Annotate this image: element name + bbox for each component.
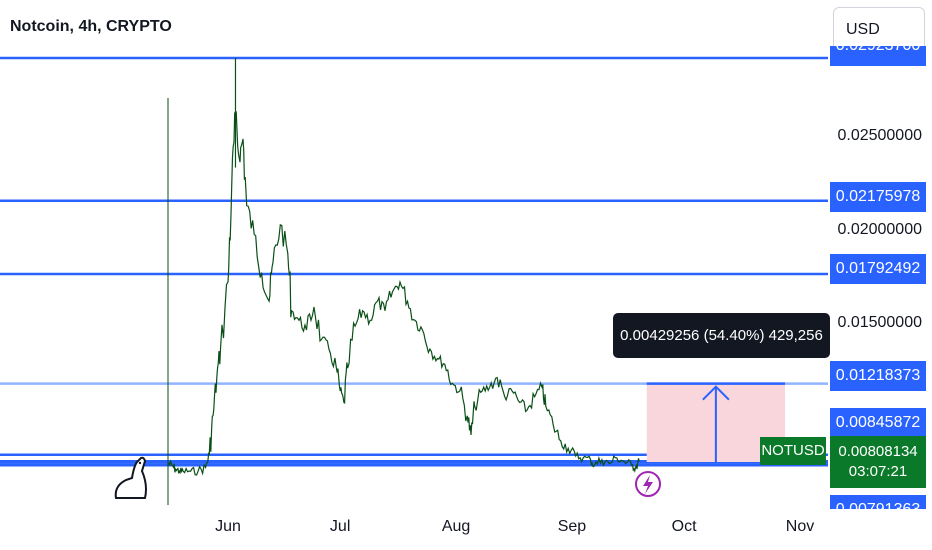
level-label: 0.02175978 [830,182,926,212]
price-tick: 0.02000000 [837,221,922,238]
price-tick: 0.01500000 [837,314,922,331]
time-tick: Aug [441,518,471,535]
price-label-top: 0.02923700 [830,46,926,66]
level-label: 0.00845872 [830,408,926,438]
level-label: 0.01792492 [830,254,926,284]
symbol-badge: NOTUSD [760,437,826,465]
time-tick: Jun [215,518,241,535]
time-tick: Nov [785,518,815,535]
time-tick: Oct [671,518,697,535]
current-price: 0.00808134 [838,443,918,460]
tradingview-logo-icon [114,456,147,499]
currency-selector[interactable]: USD [833,7,925,51]
price-line [168,111,640,476]
current-price-badge: 0.00808134 03:07:21 [830,436,926,488]
price-series [168,58,640,476]
time-tick: Sep [557,518,587,535]
chart-title: Notcoin, 4h, CRYPTO [10,18,172,35]
level-label: 0.01218373 [830,361,926,391]
bolt-icon[interactable] [635,471,661,497]
measure-tooltip: 0.00429256 (54.40%) 429,256 [613,313,830,358]
measure-arrow [702,385,730,462]
bar-countdown: 03:07:21 [848,463,908,480]
price-label-bottom: 0.00791363 [830,495,926,509]
price-tick: 0.02500000 [837,127,922,144]
time-tick: Jul [329,518,351,535]
